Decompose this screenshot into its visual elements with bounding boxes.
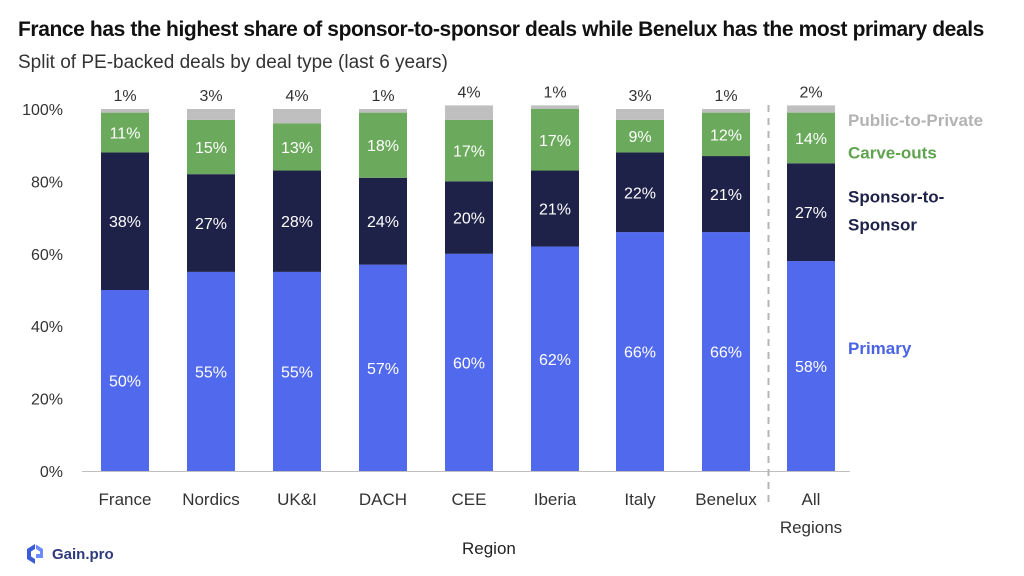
bar-segment bbox=[445, 105, 493, 119]
logo-text: Gain.pro bbox=[52, 546, 114, 563]
x-tick-label: Nordics bbox=[182, 490, 240, 509]
x-tick-label: Iberia bbox=[534, 490, 577, 509]
bar-segment bbox=[531, 105, 579, 109]
legend-entry: Carve-outs bbox=[848, 143, 937, 162]
data-label: 17% bbox=[539, 133, 571, 150]
data-label: 58% bbox=[795, 359, 827, 376]
y-axis: 0% 20% 40% 60% 80% 100% bbox=[22, 102, 63, 481]
bar-segment bbox=[187, 109, 235, 120]
data-label: 20% bbox=[453, 211, 485, 228]
bar-segment bbox=[787, 105, 835, 112]
data-label: 57% bbox=[367, 361, 399, 378]
data-label: 1% bbox=[113, 88, 136, 105]
data-label: 60% bbox=[453, 355, 485, 372]
data-label: 24% bbox=[367, 214, 399, 231]
data-label: 12% bbox=[710, 127, 742, 144]
data-label: 14% bbox=[795, 131, 827, 148]
bar-segment bbox=[101, 109, 149, 113]
data-label: 2% bbox=[799, 84, 822, 101]
data-label: 3% bbox=[199, 88, 222, 105]
legend-entry: Primary bbox=[848, 339, 912, 358]
x-tick-label: DACH bbox=[359, 490, 407, 509]
data-label: 28% bbox=[281, 214, 313, 231]
gain-pro-logo-icon bbox=[24, 543, 46, 565]
legend-entry: Sponsor-to- bbox=[848, 187, 944, 206]
gain-pro-logo: Gain.pro bbox=[24, 543, 114, 565]
data-label: 9% bbox=[628, 129, 651, 146]
y-tick-label: 20% bbox=[31, 392, 63, 409]
x-tick-label: UK&I bbox=[277, 490, 317, 509]
y-tick-label: 60% bbox=[31, 247, 63, 264]
bar-segment bbox=[359, 109, 407, 113]
bar-segment bbox=[702, 109, 750, 113]
data-label: 55% bbox=[195, 364, 227, 381]
data-label: 21% bbox=[539, 202, 571, 219]
data-label: 18% bbox=[367, 138, 399, 155]
x-tick-label: Italy bbox=[624, 490, 656, 509]
data-label: 17% bbox=[453, 144, 485, 161]
x-tick-label: Benelux bbox=[695, 490, 757, 509]
bar-segment bbox=[616, 109, 664, 120]
data-label: 62% bbox=[539, 352, 571, 369]
data-label: 50% bbox=[109, 374, 141, 391]
x-tick-label: Regions bbox=[780, 518, 842, 537]
data-label: 66% bbox=[624, 345, 656, 362]
data-label: 4% bbox=[457, 84, 480, 101]
data-label: 4% bbox=[285, 88, 308, 105]
y-tick-label: 40% bbox=[31, 319, 63, 336]
data-label: 21% bbox=[710, 187, 742, 204]
data-label: 11% bbox=[110, 126, 141, 143]
x-tick-label: France bbox=[99, 490, 152, 509]
data-label: 55% bbox=[281, 364, 313, 381]
y-tick-label: 80% bbox=[31, 174, 63, 191]
x-axis-title: Region bbox=[462, 539, 516, 559]
data-label: 1% bbox=[714, 88, 737, 105]
data-label: 38% bbox=[109, 214, 141, 231]
legend-entry: Public-to-Private bbox=[848, 111, 983, 130]
y-tick-label: 100% bbox=[22, 102, 63, 119]
data-label: 27% bbox=[195, 216, 227, 233]
legend: Public-to-Private Carve-outs Sponsor-to- Sp… bbox=[848, 111, 983, 358]
data-label: 27% bbox=[795, 205, 827, 222]
data-label: 1% bbox=[371, 88, 394, 105]
data-label: 3% bbox=[628, 88, 651, 105]
data-label: 13% bbox=[281, 140, 313, 157]
legend-entry: Sponsor bbox=[848, 215, 917, 234]
data-label: 22% bbox=[624, 185, 656, 202]
data-label: 66% bbox=[710, 345, 742, 362]
y-tick-label: 0% bbox=[40, 464, 63, 481]
bar-segment bbox=[273, 109, 321, 123]
x-tick-label: CEE bbox=[452, 490, 487, 509]
data-label: 1% bbox=[543, 84, 566, 101]
x-tick-label: All bbox=[802, 490, 821, 509]
data-label: 15% bbox=[195, 140, 227, 157]
